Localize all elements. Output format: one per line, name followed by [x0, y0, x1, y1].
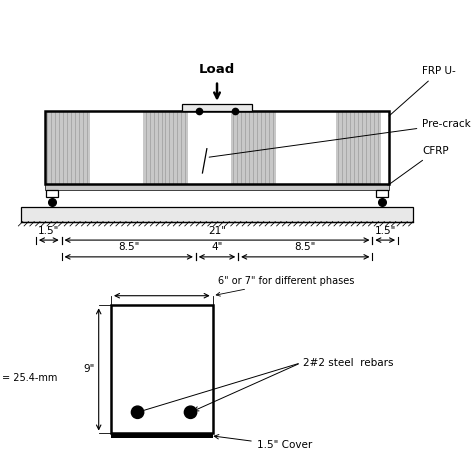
Bar	[111, 305, 213, 433]
Text: FRP U-: FRP U-	[389, 66, 456, 116]
Bar	[45, 111, 389, 184]
Text: = 25.4-mm: = 25.4-mm	[1, 373, 57, 383]
Bar	[336, 111, 381, 184]
Text: 8.5": 8.5"	[118, 243, 139, 253]
Bar	[111, 433, 213, 438]
Text: 1.5": 1.5"	[38, 226, 60, 236]
Text: Pre-crack: Pre-crack	[209, 119, 471, 157]
Circle shape	[184, 406, 197, 419]
Bar	[143, 111, 188, 184]
Text: 6" or 7" for different phases: 6" or 7" for different phases	[216, 276, 354, 296]
Text: Load: Load	[199, 64, 235, 76]
Text: 2#2 steel  rebars: 2#2 steel rebars	[303, 358, 393, 368]
Text: CFRP: CFRP	[388, 146, 449, 185]
Bar	[45, 111, 90, 184]
Text: 21": 21"	[208, 226, 226, 236]
Bar	[46, 190, 58, 197]
Bar	[20, 208, 413, 221]
Text: 1.5" Cover: 1.5" Cover	[214, 435, 312, 450]
Circle shape	[131, 406, 144, 419]
Text: 8.5": 8.5"	[295, 243, 316, 253]
Text: 1.5": 1.5"	[374, 226, 396, 236]
Text: 4": 4"	[211, 243, 223, 253]
Bar	[376, 190, 388, 197]
Bar	[182, 104, 252, 111]
Text: 9": 9"	[84, 365, 95, 374]
Bar	[45, 184, 389, 190]
Bar	[231, 111, 275, 184]
